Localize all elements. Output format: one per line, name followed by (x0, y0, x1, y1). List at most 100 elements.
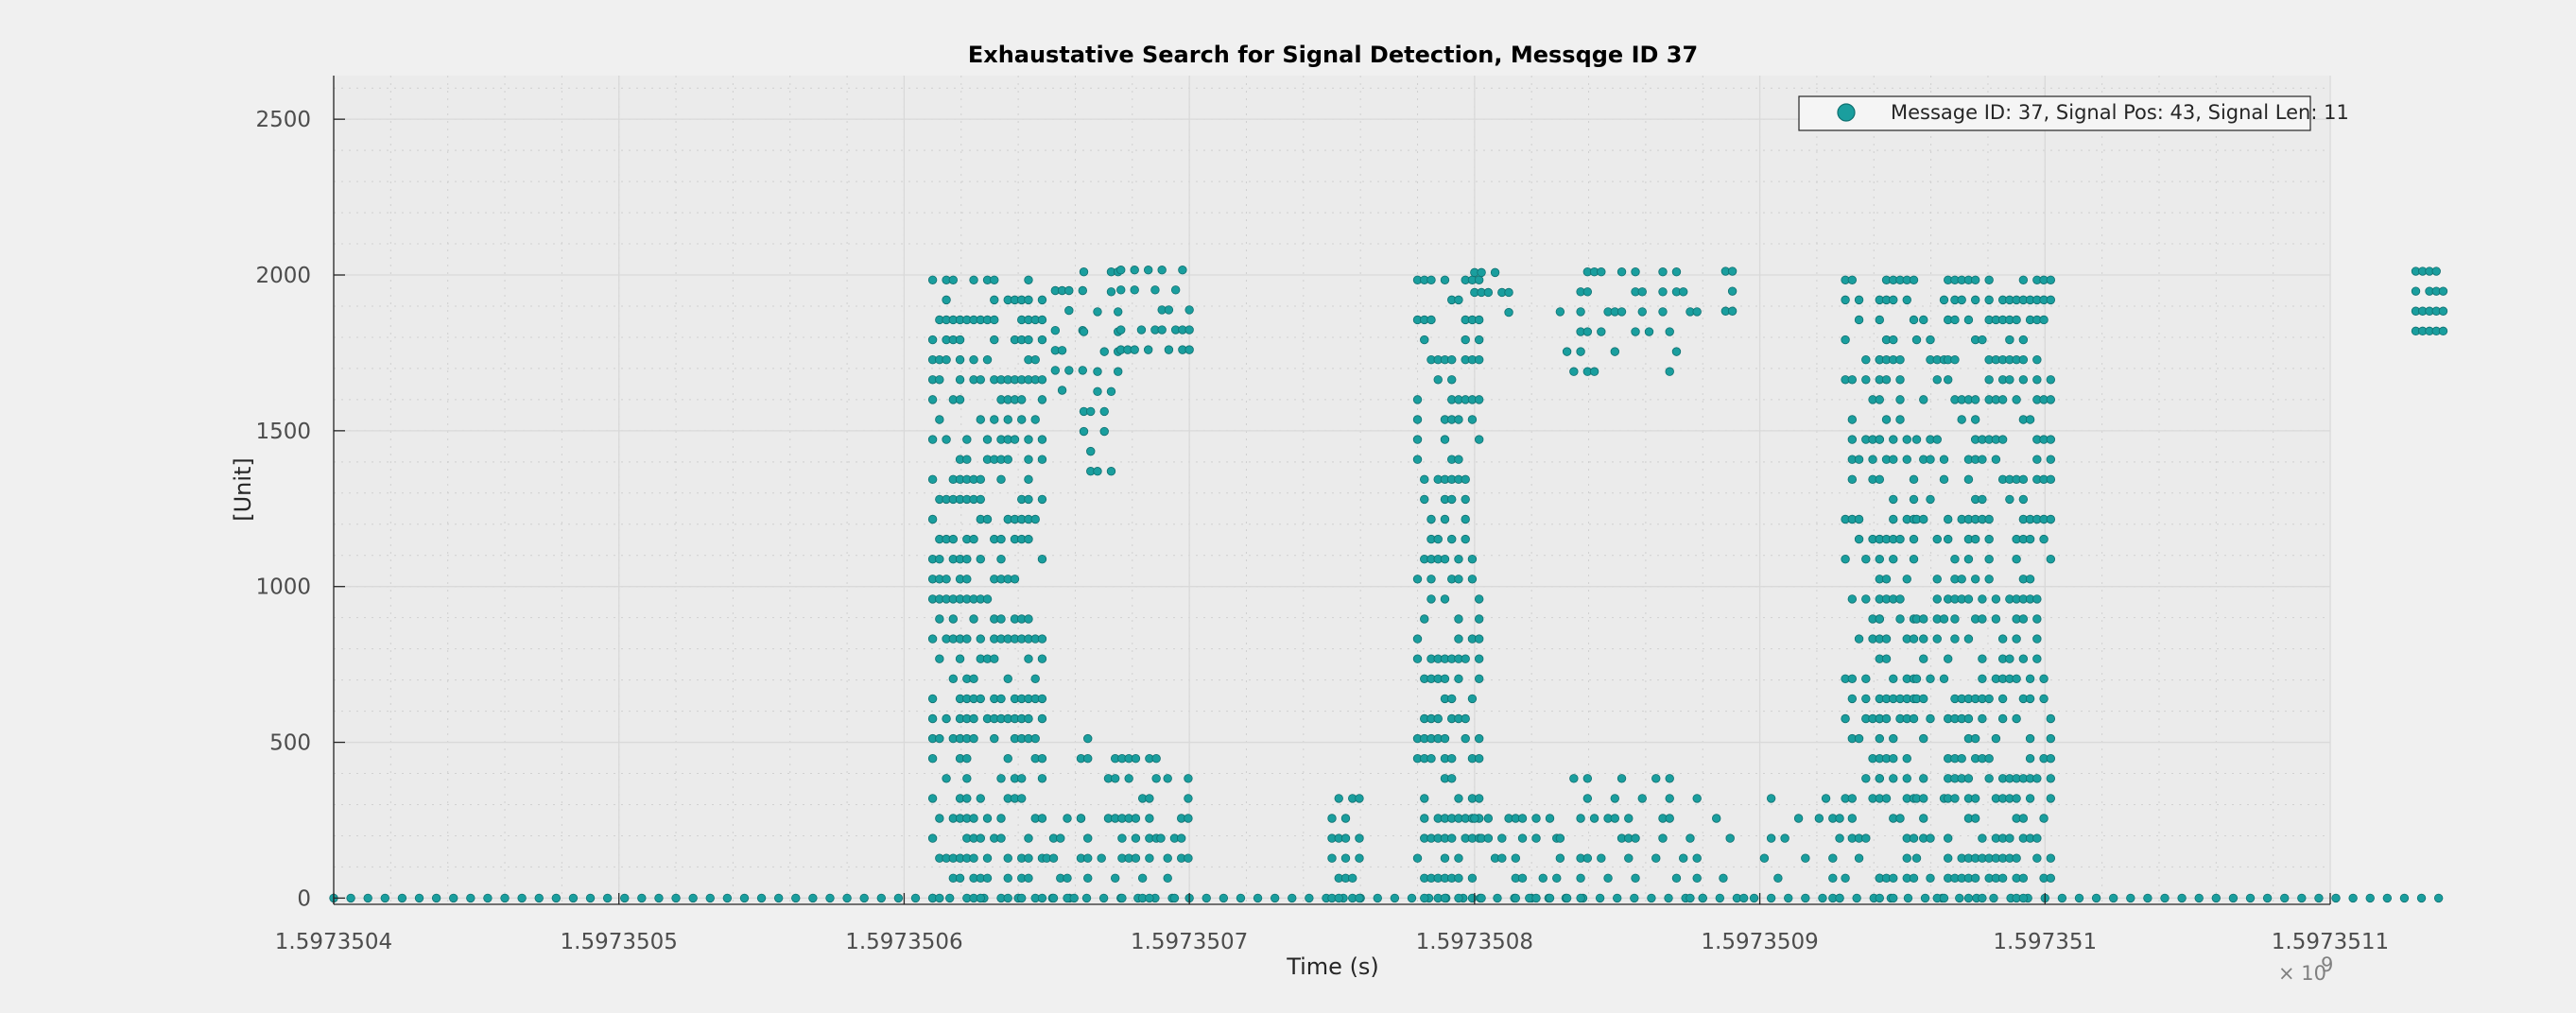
data-point (2046, 873, 2056, 884)
data-point (534, 893, 544, 903)
data-point (1454, 634, 1463, 644)
data-point (1145, 893, 1154, 903)
data-point (935, 554, 944, 564)
data-point (1671, 267, 1682, 277)
data-point (1597, 853, 1606, 863)
data-point (1178, 266, 1187, 275)
data-point (1978, 893, 1987, 903)
data-point (2039, 534, 2049, 544)
data-point (1854, 634, 1864, 644)
data-point (1610, 794, 1620, 803)
data-point (1093, 367, 1102, 376)
data-point (1773, 873, 1783, 884)
data-point (1474, 315, 1484, 325)
chart-title: Exhaustative Search for Signal Detection… (968, 42, 1698, 68)
data-point (1712, 814, 1721, 823)
data-point (1355, 893, 1364, 903)
data-point (1440, 594, 1450, 604)
data-point (1063, 873, 1072, 884)
data-point (2012, 634, 2021, 644)
data-point (1490, 267, 1500, 278)
data-point (1130, 266, 1139, 275)
data-point (996, 614, 1006, 624)
data-point (1079, 267, 1089, 277)
data-point (1868, 455, 1877, 464)
data-point (1030, 514, 1040, 524)
data-point (2025, 415, 2035, 424)
data-point (1854, 455, 1864, 464)
data-point (1984, 275, 1994, 284)
data-point (1106, 467, 1116, 476)
data-point (1517, 833, 1528, 843)
data-point (1902, 853, 1911, 863)
data-point (927, 335, 938, 345)
data-point (1170, 285, 1181, 295)
data-point (1589, 367, 1599, 376)
data-point (1902, 455, 1911, 464)
data-point (2012, 395, 2021, 404)
data-point (976, 833, 985, 843)
data-point (935, 654, 944, 663)
data-point (654, 893, 664, 903)
data-point (1665, 774, 1674, 783)
data-point (1017, 893, 1027, 903)
data-point (1447, 833, 1457, 843)
data-point (1426, 594, 1436, 604)
data-point (1944, 514, 1953, 524)
data-point (1124, 774, 1133, 783)
data-point (1895, 614, 1905, 624)
data-point (1145, 853, 1154, 863)
data-point (1024, 873, 1033, 884)
data-point (1631, 327, 1640, 336)
data-point (2416, 893, 2427, 903)
data-point (1875, 614, 1884, 624)
data-point (1970, 395, 1980, 404)
data-point (2177, 893, 2187, 903)
data-point (1156, 833, 1166, 843)
data-point (825, 893, 835, 903)
data-point (1875, 474, 1884, 484)
data-point (1461, 474, 1470, 484)
data-point (948, 534, 959, 544)
data-point (1461, 335, 1470, 345)
data-point (2046, 375, 2056, 385)
data-point (990, 733, 999, 744)
data-point (1461, 733, 1470, 744)
data-point (1847, 674, 1858, 683)
data-point (1671, 347, 1682, 356)
data-point (1531, 814, 1541, 823)
data-point (962, 435, 972, 444)
data-point (1048, 893, 1059, 903)
data-point (1420, 494, 1429, 505)
data-point (1664, 893, 1673, 903)
data-point (1944, 833, 1953, 843)
data-point (1483, 833, 1494, 843)
data-point (948, 275, 959, 284)
data-point (1944, 375, 1953, 385)
data-point (1861, 554, 1871, 564)
data-point (449, 893, 458, 903)
data-point (1130, 285, 1139, 295)
data-point (1576, 307, 1585, 317)
data-point (1219, 893, 1229, 903)
data-point (976, 694, 985, 704)
x-axis-exponent: × 10 9 (2278, 953, 2333, 985)
data-point (1163, 853, 1172, 863)
data-point (2331, 893, 2341, 903)
data-point (1169, 893, 1180, 903)
data-point (1110, 774, 1120, 783)
data-point (1447, 375, 1457, 385)
data-point (1106, 386, 1116, 397)
data-point (2194, 893, 2204, 903)
data-point (1412, 415, 1423, 424)
data-point (2018, 335, 2029, 345)
data-point (1997, 435, 2008, 444)
data-point (1665, 814, 1674, 823)
data-point (942, 354, 951, 365)
data-point (466, 893, 475, 903)
data-point (842, 893, 852, 903)
data-point (1902, 774, 1911, 783)
data-point (2018, 614, 2029, 624)
y-tick-label: 0 (297, 886, 311, 911)
data-point (1926, 713, 1935, 724)
